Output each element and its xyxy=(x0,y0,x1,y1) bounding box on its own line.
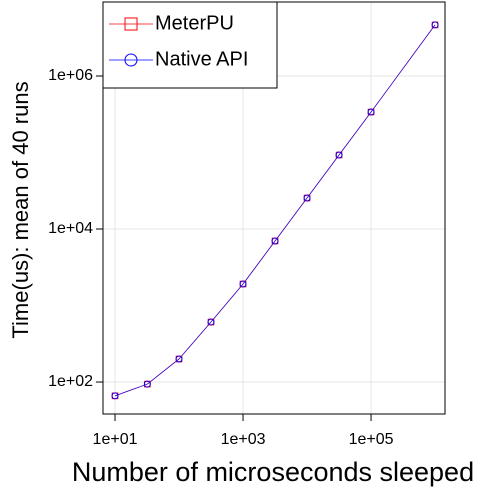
marker xyxy=(207,318,215,326)
legend: MeterPU Native API xyxy=(102,1,278,89)
x-tick-label: 1e+05 xyxy=(349,431,394,448)
legend-marker xyxy=(124,17,138,31)
marker xyxy=(335,151,343,159)
legend-label: MeterPU xyxy=(155,12,234,34)
y-axis-label: Time(us): mean of 40 runs xyxy=(8,81,33,338)
marker xyxy=(431,21,439,29)
marker xyxy=(367,108,375,116)
x-tick-label: 1e+01 xyxy=(93,431,138,448)
legend-box xyxy=(102,1,278,89)
marker xyxy=(303,194,311,202)
marker xyxy=(111,392,119,400)
marker xyxy=(143,380,151,388)
x-tick-label: 1e+03 xyxy=(221,431,266,448)
y-tick-label: 1e+02 xyxy=(48,373,93,390)
y-tick-label: 1e+06 xyxy=(48,67,93,84)
series-line xyxy=(114,24,436,397)
marker xyxy=(239,280,247,288)
x-axis-label: Number of microseconds sleeped xyxy=(72,457,474,487)
y-tick-label: 1e+04 xyxy=(48,220,93,237)
legend-marker xyxy=(124,53,138,67)
marker xyxy=(175,355,183,363)
legend-label: Native API xyxy=(155,48,248,70)
marker xyxy=(271,237,279,245)
